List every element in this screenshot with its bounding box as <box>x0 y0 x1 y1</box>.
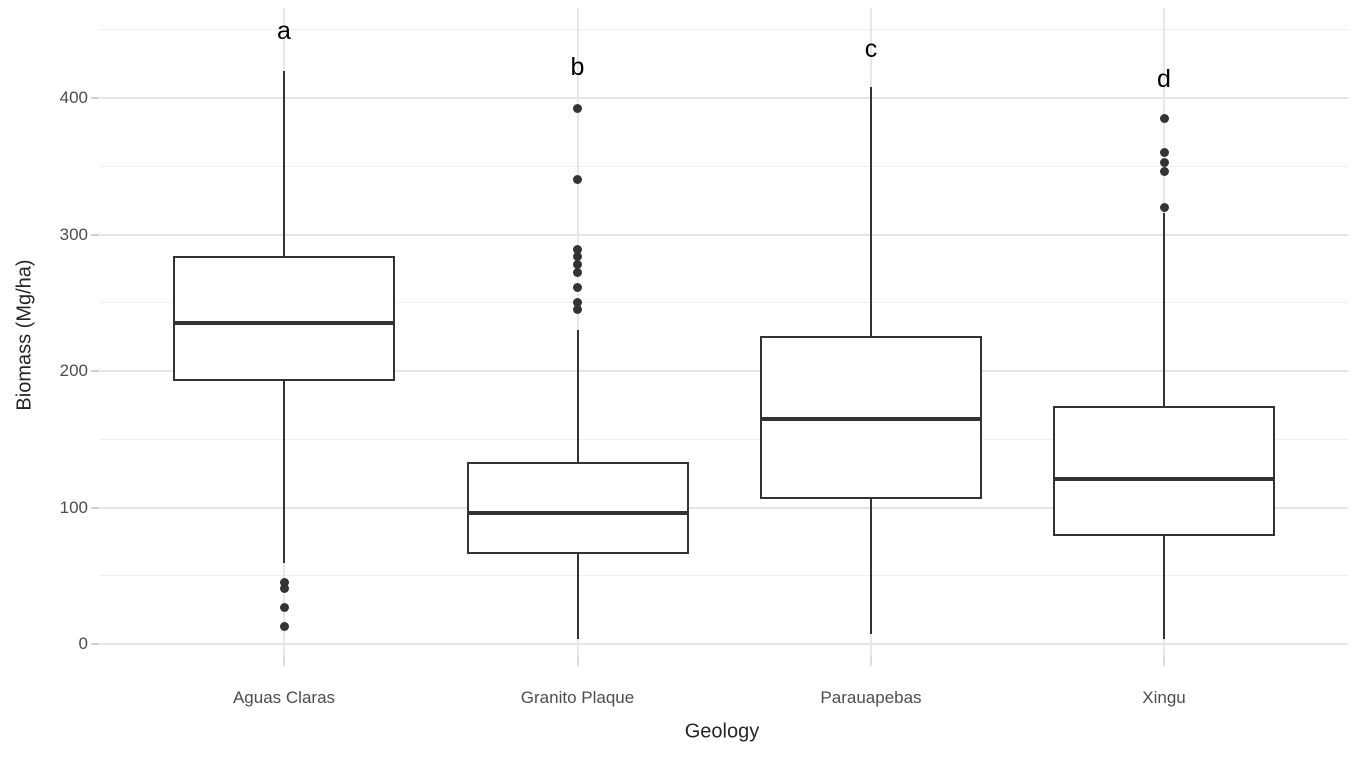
y-axis-tick-400 <box>91 97 99 99</box>
upper-whisker-0 <box>283 70 285 257</box>
outlier-1-4 <box>573 260 582 270</box>
y-tick-label-0: 0 <box>78 634 88 653</box>
median-1 <box>466 510 689 515</box>
y-axis-tick-0 <box>91 643 99 645</box>
y-axis-tick-200 <box>91 370 99 372</box>
gridline-major-0 <box>100 643 1348 645</box>
gridline-major-200 <box>100 370 1348 372</box>
outlier-1-5 <box>573 268 582 278</box>
x-axis-tick-2 <box>870 656 872 666</box>
median-2 <box>760 416 982 421</box>
y-tick-label-400: 400 <box>59 88 88 107</box>
lower-whisker-3 <box>1163 536 1165 639</box>
gridline-major-300 <box>100 233 1348 236</box>
outlier-1-6 <box>573 283 582 293</box>
y-tick-label-300: 300 <box>59 224 88 244</box>
outlier-1-1 <box>573 175 582 185</box>
gridline-minor-50 <box>100 575 1348 577</box>
gridline-major-100 <box>100 506 1348 509</box>
outlier-3-4 <box>1159 202 1169 212</box>
y-axis-title: Biomass (Mg/ha) <box>13 259 36 411</box>
gridline-minor-450 <box>100 29 1348 31</box>
significance-letter-a: a <box>277 17 291 46</box>
upper-whisker-1 <box>576 330 579 463</box>
x-axis-title: Geology <box>684 720 760 743</box>
x-axis-tick-3 <box>1163 656 1165 666</box>
outlier-1-2 <box>573 245 582 254</box>
upper-whisker-2 <box>870 87 872 336</box>
outlier-0-2 <box>279 602 289 612</box>
x-axis-tick-1 <box>576 656 579 666</box>
x-tick-label-2: Parauapebas <box>820 688 922 707</box>
x-axis-tick-0 <box>283 656 285 666</box>
outlier-1-3 <box>573 251 582 261</box>
box-0 <box>173 256 395 381</box>
gridline-minor-250 <box>100 302 1348 304</box>
y-tick-label-100: 100 <box>59 497 88 517</box>
significance-letter-c: c <box>864 35 878 64</box>
outlier-0-1 <box>279 583 289 593</box>
lower-whisker-2 <box>870 499 872 635</box>
box-1 <box>466 462 689 554</box>
x-tick-label-1: Granito Plaque <box>520 688 635 707</box>
lower-whisker-1 <box>576 553 579 639</box>
x-tick-label-3: Xingu <box>1142 688 1186 707</box>
y-axis-tick-100 <box>91 506 99 509</box>
outlier-0-3 <box>279 621 289 631</box>
outlier-3-3 <box>1159 167 1169 177</box>
median-3 <box>1053 476 1275 481</box>
box-3 <box>1053 406 1275 537</box>
outlier-3-1 <box>1159 148 1169 158</box>
outlier-0-0 <box>279 578 289 588</box>
gridline-minor-350 <box>100 165 1348 167</box>
gridline-minor-150 <box>100 438 1348 440</box>
upper-whisker-3 <box>1163 212 1165 407</box>
outlier-1-8 <box>573 305 582 315</box>
y-axis-tick-300 <box>91 233 99 236</box>
significance-letter-d: d <box>1157 65 1171 94</box>
x-tick-label-0: Aguas Claras <box>232 688 336 707</box>
significance-letter-b: b <box>570 52 585 81</box>
gridline-major-400 <box>100 97 1348 99</box>
outlier-1-7 <box>573 298 582 308</box>
outlier-1-0 <box>573 104 582 114</box>
y-tick-label-200: 200 <box>59 361 88 380</box>
outlier-3-0 <box>1159 113 1169 123</box>
median-0 <box>173 321 395 326</box>
lower-whisker-0 <box>283 380 285 564</box>
outlier-3-2 <box>1159 157 1169 167</box>
